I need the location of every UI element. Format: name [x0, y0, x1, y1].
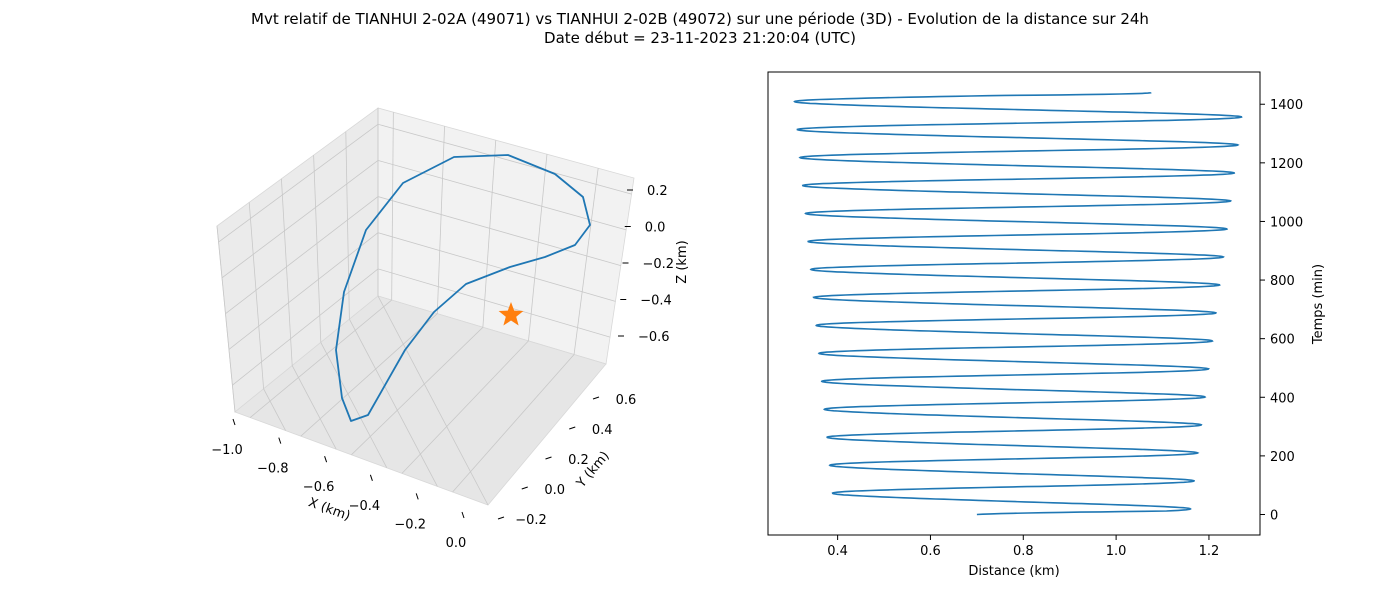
y-tick-label-2d: 600 — [1270, 333, 1295, 348]
y-axis-2d-label: Temps (min) — [1311, 264, 1326, 345]
y-tick-label-2d: 800 — [1270, 274, 1295, 289]
x-axis-2d-ticks: 0.4 0.6 0.8 1.0 1.2 — [827, 535, 1219, 559]
grid-line-3d-yf — [351, 326, 484, 456]
figure-title-line2: Date début = 23-11-2023 21:20:04 (UTC) — [544, 29, 856, 47]
grid-line-3d-z — [221, 159, 627, 279]
grid-3d — [216, 108, 632, 506]
x-tick-label-3d: 0.0 — [446, 536, 467, 551]
x-axis-3d-ticks: −1.0 −0.8 −0.6 −0.4 −0.2 0.0 — [211, 418, 467, 551]
x-tick-label-3d: −0.2 — [394, 517, 426, 532]
grid-line-3d-xf — [291, 365, 337, 450]
z-tick-label-3d: −0.6 — [638, 330, 670, 345]
grid-line-3d-yf — [300, 313, 438, 437]
y-tick-label-3d: 0.6 — [616, 393, 637, 408]
x-tick-label-2d: 1.0 — [1106, 544, 1127, 559]
grid-line-3d-z — [228, 232, 616, 350]
y-tick-3d — [521, 486, 528, 490]
y-tick-label-2d: 400 — [1270, 391, 1295, 406]
x-tick-3d — [324, 456, 328, 463]
x-axis-2d-label: Distance (km) — [968, 564, 1059, 579]
y-tick-3d — [545, 456, 552, 460]
grid-line-3d-yv — [528, 154, 548, 341]
grid-line-3d-z — [232, 268, 611, 386]
x-axis-3d-label: X (km) — [306, 495, 352, 524]
x-tick-3d — [415, 493, 419, 500]
grid-line-3d-xf — [377, 295, 489, 506]
grid-line-3d-xf — [263, 388, 286, 431]
grid-line-3d-yf — [249, 299, 392, 418]
x-tick-label-3d: −1.0 — [211, 443, 243, 458]
trajectory-3d-line — [335, 154, 591, 422]
x-tick-label-2d: 0.6 — [920, 544, 941, 559]
x-tick-label-2d: 0.4 — [827, 544, 848, 559]
figure-title-line1: Mvt relatif de TIANHUI 2-02A (49071) vs … — [251, 10, 1149, 28]
x-tick-label-3d: −0.4 — [349, 499, 381, 514]
grid-line-3d-xv — [248, 202, 264, 389]
y-axis-3d-ticks: −0.2 0.00.20.40.6 — [497, 393, 637, 528]
grid-line-3d-xv — [281, 178, 293, 366]
grid-line-3d-yv — [391, 112, 394, 301]
origin-star-marker — [498, 302, 524, 326]
grid-line-3d-yf — [401, 340, 529, 474]
z-tick-label-3d: 0.2 — [647, 184, 668, 199]
plot-area-2d — [767, 71, 1261, 536]
z-tick-label-3d: −0.4 — [640, 294, 672, 309]
y-tick-label-2d: 200 — [1270, 450, 1295, 465]
y-tick-label-3d: 0.2 — [568, 453, 589, 468]
grid-line-3d-xf — [320, 342, 388, 468]
distance-series-line — [793, 92, 1243, 516]
z-axis-3d-label: Z (km) — [675, 240, 690, 283]
figure-title: Mvt relatif de TIANHUI 2-02A (49071) vs … — [0, 10, 1400, 48]
y-tick-3d — [592, 396, 600, 400]
grid-line-3d-xv — [216, 225, 236, 413]
x-tick-3d — [232, 418, 236, 426]
y-tick-label-2d: 0 — [1270, 508, 1278, 523]
grid-line-3d-yf — [452, 354, 575, 493]
x-tick-label-2d: 1.2 — [1199, 544, 1220, 559]
grid-line-3d-z — [225, 196, 621, 314]
y-axis-2d-ticks: 0 200 400 600 800 1000 1200 1400 — [1260, 98, 1303, 523]
chart-3d-trajectory: −1.0−0.8−0.6−0.4−0.20.0 −0.20.00.20.40.6… — [211, 107, 690, 551]
grid-line-3d-yv — [482, 140, 497, 328]
x-tick-label-2d: 0.8 — [1013, 544, 1034, 559]
grid-line-3d-xv — [345, 131, 350, 320]
y-tick-label-3d: −0.2 — [515, 513, 547, 528]
x-tick-label-3d: −0.8 — [257, 462, 289, 477]
y-tick-label-2d: 1000 — [1270, 215, 1303, 230]
grid-line-3d-yv — [573, 168, 599, 355]
z-axis-3d-ticks: 0.2 0.0 −0.2 −0.4 −0.6 — [618, 184, 674, 345]
y-tick-label-3d: 0.4 — [592, 423, 613, 438]
y-tick-label-3d: 0.0 — [544, 483, 565, 498]
z-tick-label-3d: −0.2 — [643, 257, 675, 272]
x-tick-3d — [278, 437, 282, 444]
y-tick-label-2d: 1200 — [1270, 157, 1303, 172]
y-tick-3d — [569, 426, 576, 430]
grid-line-3d-yv — [436, 126, 445, 314]
x-tick-3d — [369, 474, 373, 481]
y-tick-3d — [497, 516, 505, 520]
x-tick-3d — [461, 511, 465, 519]
y-tick-label-2d: 1400 — [1270, 98, 1303, 113]
grid-line-3d-xf — [349, 319, 438, 487]
z-tick-label-3d: 0.0 — [645, 221, 666, 236]
x-tick-label-3d: −0.6 — [303, 480, 335, 495]
grid-line-3d-xv — [313, 155, 322, 343]
